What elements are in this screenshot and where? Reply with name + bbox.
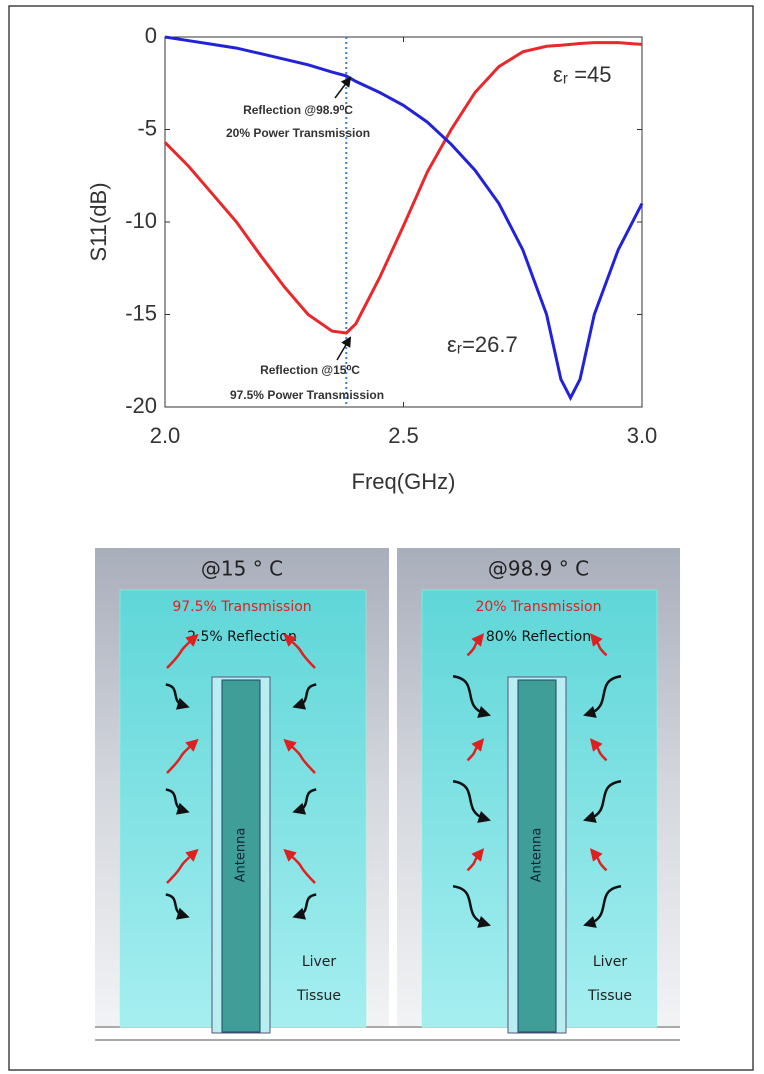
reflect-arrow: [583, 675, 622, 718]
annotation: Reflection @98.9⁰C: [243, 103, 353, 117]
transmit-arrow: [589, 738, 608, 762]
series-line: [164, 35, 644, 402]
annotation: 97.5% Power Transmission: [230, 388, 384, 402]
antenna-label: Antenna: [234, 828, 249, 883]
y-tick-label: -20: [125, 393, 157, 418]
annotation-arrow: [336, 336, 352, 361]
diagram: @15 ° C 97.5% Transmission 2.5% Reflection…: [95, 548, 680, 1041]
y-tick-label: 0: [145, 23, 157, 48]
transmit-arrow: [589, 848, 608, 872]
transmit-arrow: [466, 738, 485, 762]
x-tick-label: 3.0: [627, 423, 658, 448]
reflection: 80% Reflection: [486, 629, 591, 645]
annotation: Reflection @15⁰C: [260, 363, 360, 377]
transmission: 20% Transmission: [475, 599, 601, 615]
transmit-arrow: [166, 633, 199, 669]
y-tick-label: -10: [125, 208, 157, 233]
reflect-arrow: [452, 780, 491, 823]
y-tick-label: -15: [125, 300, 157, 325]
tissue-label: Liver: [302, 954, 337, 970]
transmit-arrow: [283, 738, 316, 774]
x-tick-label: 2.5: [388, 423, 419, 448]
transmit-arrow: [466, 848, 485, 872]
frame: [8, 5, 754, 1071]
panel-title: @15 ° C: [201, 557, 283, 581]
series-label: εᵣ =45: [553, 62, 612, 87]
reflect-arrow: [292, 683, 317, 710]
reflect-arrow: [165, 788, 190, 815]
transmit-arrow: [166, 738, 199, 774]
y-tick-label: -5: [137, 115, 157, 140]
reflect-arrow: [292, 893, 317, 920]
annotation-arrow: [334, 76, 352, 99]
reflect-arrow: [165, 683, 190, 710]
transmit-arrow: [166, 848, 199, 884]
y-axis-label: S11(dB): [86, 182, 111, 261]
tissue-label: Tissue: [587, 988, 632, 1004]
transmit-arrow: [283, 633, 316, 669]
panel-title: @98.9 ° C: [488, 557, 589, 581]
transmission: 97.5% Transmission: [172, 599, 311, 615]
reflect-arrow: [583, 780, 622, 823]
reflect-arrow: [292, 788, 317, 815]
antenna-core: [517, 679, 557, 1033]
reflect-arrow: [165, 893, 190, 920]
x-axis-label: Freq(GHz): [352, 469, 456, 494]
antenna-core: [221, 679, 261, 1033]
tissue-label: Liver: [593, 954, 628, 970]
series-line: [163, 41, 643, 335]
reflect-arrow: [583, 885, 622, 928]
reflection: 2.5% Reflection: [187, 629, 297, 645]
reflect-arrow: [452, 885, 491, 928]
transmit-arrow: [589, 633, 608, 657]
transmit-arrow: [283, 848, 316, 884]
antenna-label: Antenna: [530, 828, 545, 883]
reflect-arrow: [452, 675, 491, 718]
tissue-label: Tissue: [296, 988, 341, 1004]
annotation: 20% Power Transmission: [226, 126, 370, 140]
series-label: εᵣ=26.7: [447, 332, 518, 357]
transmit-arrow: [466, 633, 485, 657]
x-tick-label: 2.0: [150, 423, 181, 448]
